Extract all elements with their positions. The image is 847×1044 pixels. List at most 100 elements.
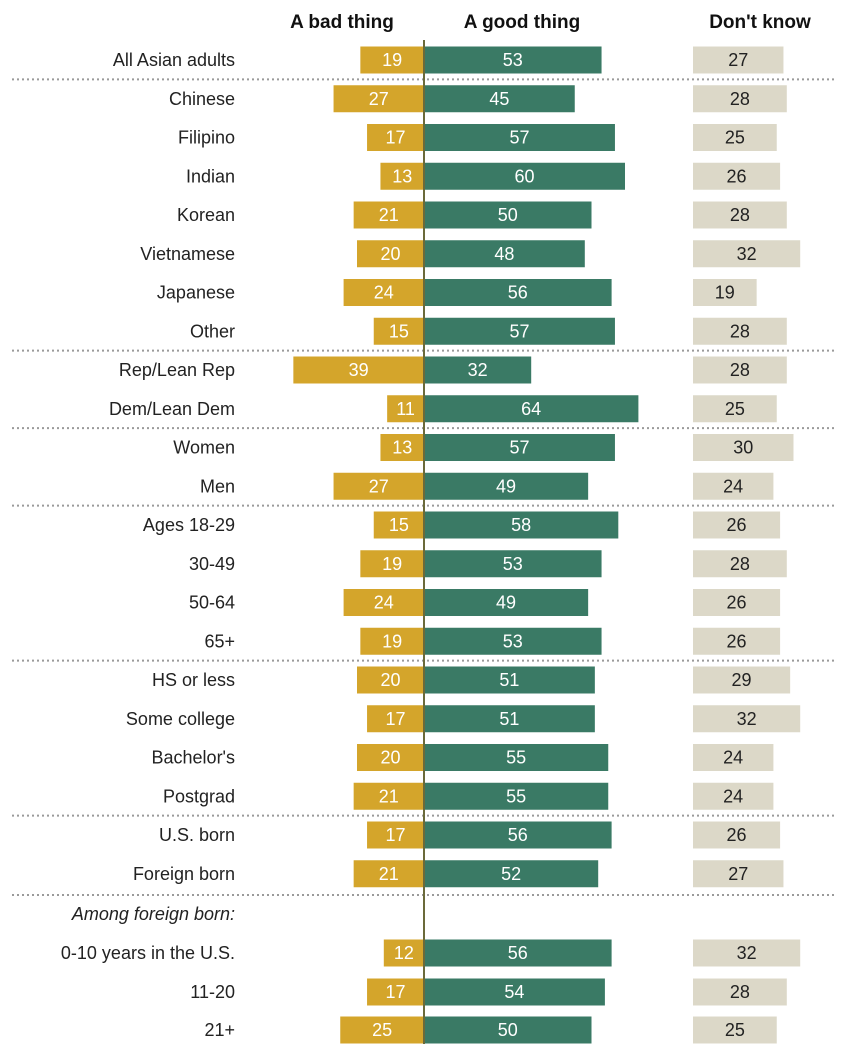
- value-label-dont-know: 29: [732, 670, 752, 690]
- value-label-dont-know: 25: [725, 399, 745, 419]
- row-label: 50-64: [189, 593, 235, 613]
- bar-good: [424, 201, 592, 229]
- bar-bad: [353, 860, 424, 888]
- bar-good: [424, 744, 609, 771]
- value-label-dont-know: 24: [723, 748, 743, 768]
- bar-good: [424, 978, 605, 1006]
- value-label-bad: 27: [369, 89, 389, 109]
- value-label-dont-know: 32: [737, 244, 757, 264]
- value-label-bad: 17: [386, 982, 406, 1002]
- bar-good: [424, 939, 612, 967]
- row-label: Some college: [126, 709, 235, 729]
- row-label: 30-49: [189, 554, 235, 574]
- row-label: Postgrad: [163, 786, 235, 806]
- value-label-bad: 19: [382, 50, 402, 70]
- bar-dont-know: [693, 550, 787, 578]
- bar-dont-know: [693, 821, 781, 849]
- bar-dont-know: [693, 511, 781, 539]
- bar-good: [424, 705, 595, 733]
- group-note-label: Among foreign born:: [71, 904, 235, 924]
- value-label-good: 49: [496, 476, 516, 496]
- value-label-dont-know: 32: [737, 943, 757, 963]
- value-label-bad: 13: [392, 166, 412, 186]
- bar-bad: [357, 240, 424, 268]
- bar-bad: [360, 627, 424, 655]
- value-label-dont-know: 26: [727, 631, 747, 651]
- bar-bad: [380, 434, 424, 461]
- bar-dont-know: [693, 434, 794, 461]
- bar-bad: [367, 705, 424, 733]
- bar-bad: [367, 978, 424, 1006]
- bar-bad: [380, 162, 424, 190]
- bar-dont-know: [693, 395, 777, 423]
- header-good: A good thing: [464, 12, 580, 33]
- value-label-dont-know: 28: [730, 321, 750, 341]
- bar-dont-know: [693, 1016, 777, 1044]
- bar-good: [424, 472, 589, 500]
- bar-bad: [367, 821, 424, 849]
- value-label-dont-know: 27: [728, 50, 748, 70]
- value-label-dont-know: 19: [715, 283, 735, 303]
- value-label-good: 56: [508, 283, 528, 303]
- bar-bad: [353, 782, 424, 810]
- row-label: Ages 18-29: [143, 515, 235, 535]
- bar-dont-know: [693, 589, 781, 616]
- value-label-good: 57: [509, 321, 529, 341]
- row-label: Chinese: [169, 89, 235, 109]
- value-label-good: 56: [508, 943, 528, 963]
- value-label-good: 48: [494, 244, 514, 264]
- bar-bad: [333, 85, 424, 113]
- value-label-dont-know: 28: [730, 205, 750, 225]
- value-label-dont-know: 25: [725, 128, 745, 148]
- value-label-dont-know: 26: [727, 166, 747, 186]
- value-label-bad: 11: [396, 399, 415, 419]
- bar-dont-know: [693, 46, 784, 74]
- bar-dont-know: [693, 978, 787, 1006]
- value-label-good: 52: [501, 864, 521, 884]
- bar-good: [424, 550, 602, 578]
- bar-good: [424, 279, 612, 306]
- bar-bad: [360, 550, 424, 578]
- value-label-good: 53: [503, 554, 523, 574]
- value-label-bad: 39: [349, 360, 369, 380]
- bar-good: [424, 85, 575, 113]
- value-label-good: 32: [468, 360, 488, 380]
- value-label-dont-know: 24: [723, 476, 743, 496]
- bar-dont-know: [693, 782, 774, 810]
- bar-bad: [387, 395, 424, 423]
- row-label: Women: [173, 438, 235, 458]
- value-label-good: 50: [498, 1020, 518, 1040]
- bar-bad: [373, 511, 424, 539]
- bar-bad: [333, 472, 424, 500]
- value-label-bad: 21: [379, 205, 399, 225]
- bar-dont-know: [693, 744, 774, 771]
- bar-dont-know: [693, 627, 781, 655]
- bar-dont-know: [693, 666, 791, 694]
- row-label: HS or less: [152, 670, 235, 690]
- row-label: Filipino: [178, 128, 235, 148]
- row-label: Other: [190, 321, 235, 341]
- bar-dont-know: [693, 939, 801, 967]
- value-label-bad: 21: [379, 864, 399, 884]
- value-label-bad: 20: [380, 748, 400, 768]
- value-label-good: 50: [498, 205, 518, 225]
- bar-dont-know: [693, 705, 801, 733]
- row-label: Bachelor's: [152, 748, 235, 768]
- value-label-good: 54: [504, 982, 524, 1002]
- header-bad: A bad thing: [290, 12, 394, 33]
- bar-bad: [367, 124, 424, 151]
- bar-dont-know: [693, 860, 784, 888]
- value-label-bad: 19: [382, 554, 402, 574]
- bar-bad: [343, 279, 424, 306]
- bar-bad: [360, 46, 424, 74]
- bar-good: [424, 627, 602, 655]
- bar-good: [424, 240, 585, 268]
- value-label-bad: 15: [389, 321, 409, 341]
- value-label-dont-know: 28: [730, 554, 750, 574]
- row-label: 11-20: [190, 982, 235, 1002]
- bar-bad: [293, 356, 424, 384]
- bar-bad: [357, 666, 424, 694]
- value-label-bad: 12: [394, 943, 414, 963]
- value-label-dont-know: 30: [733, 438, 753, 458]
- value-label-good: 51: [499, 670, 519, 690]
